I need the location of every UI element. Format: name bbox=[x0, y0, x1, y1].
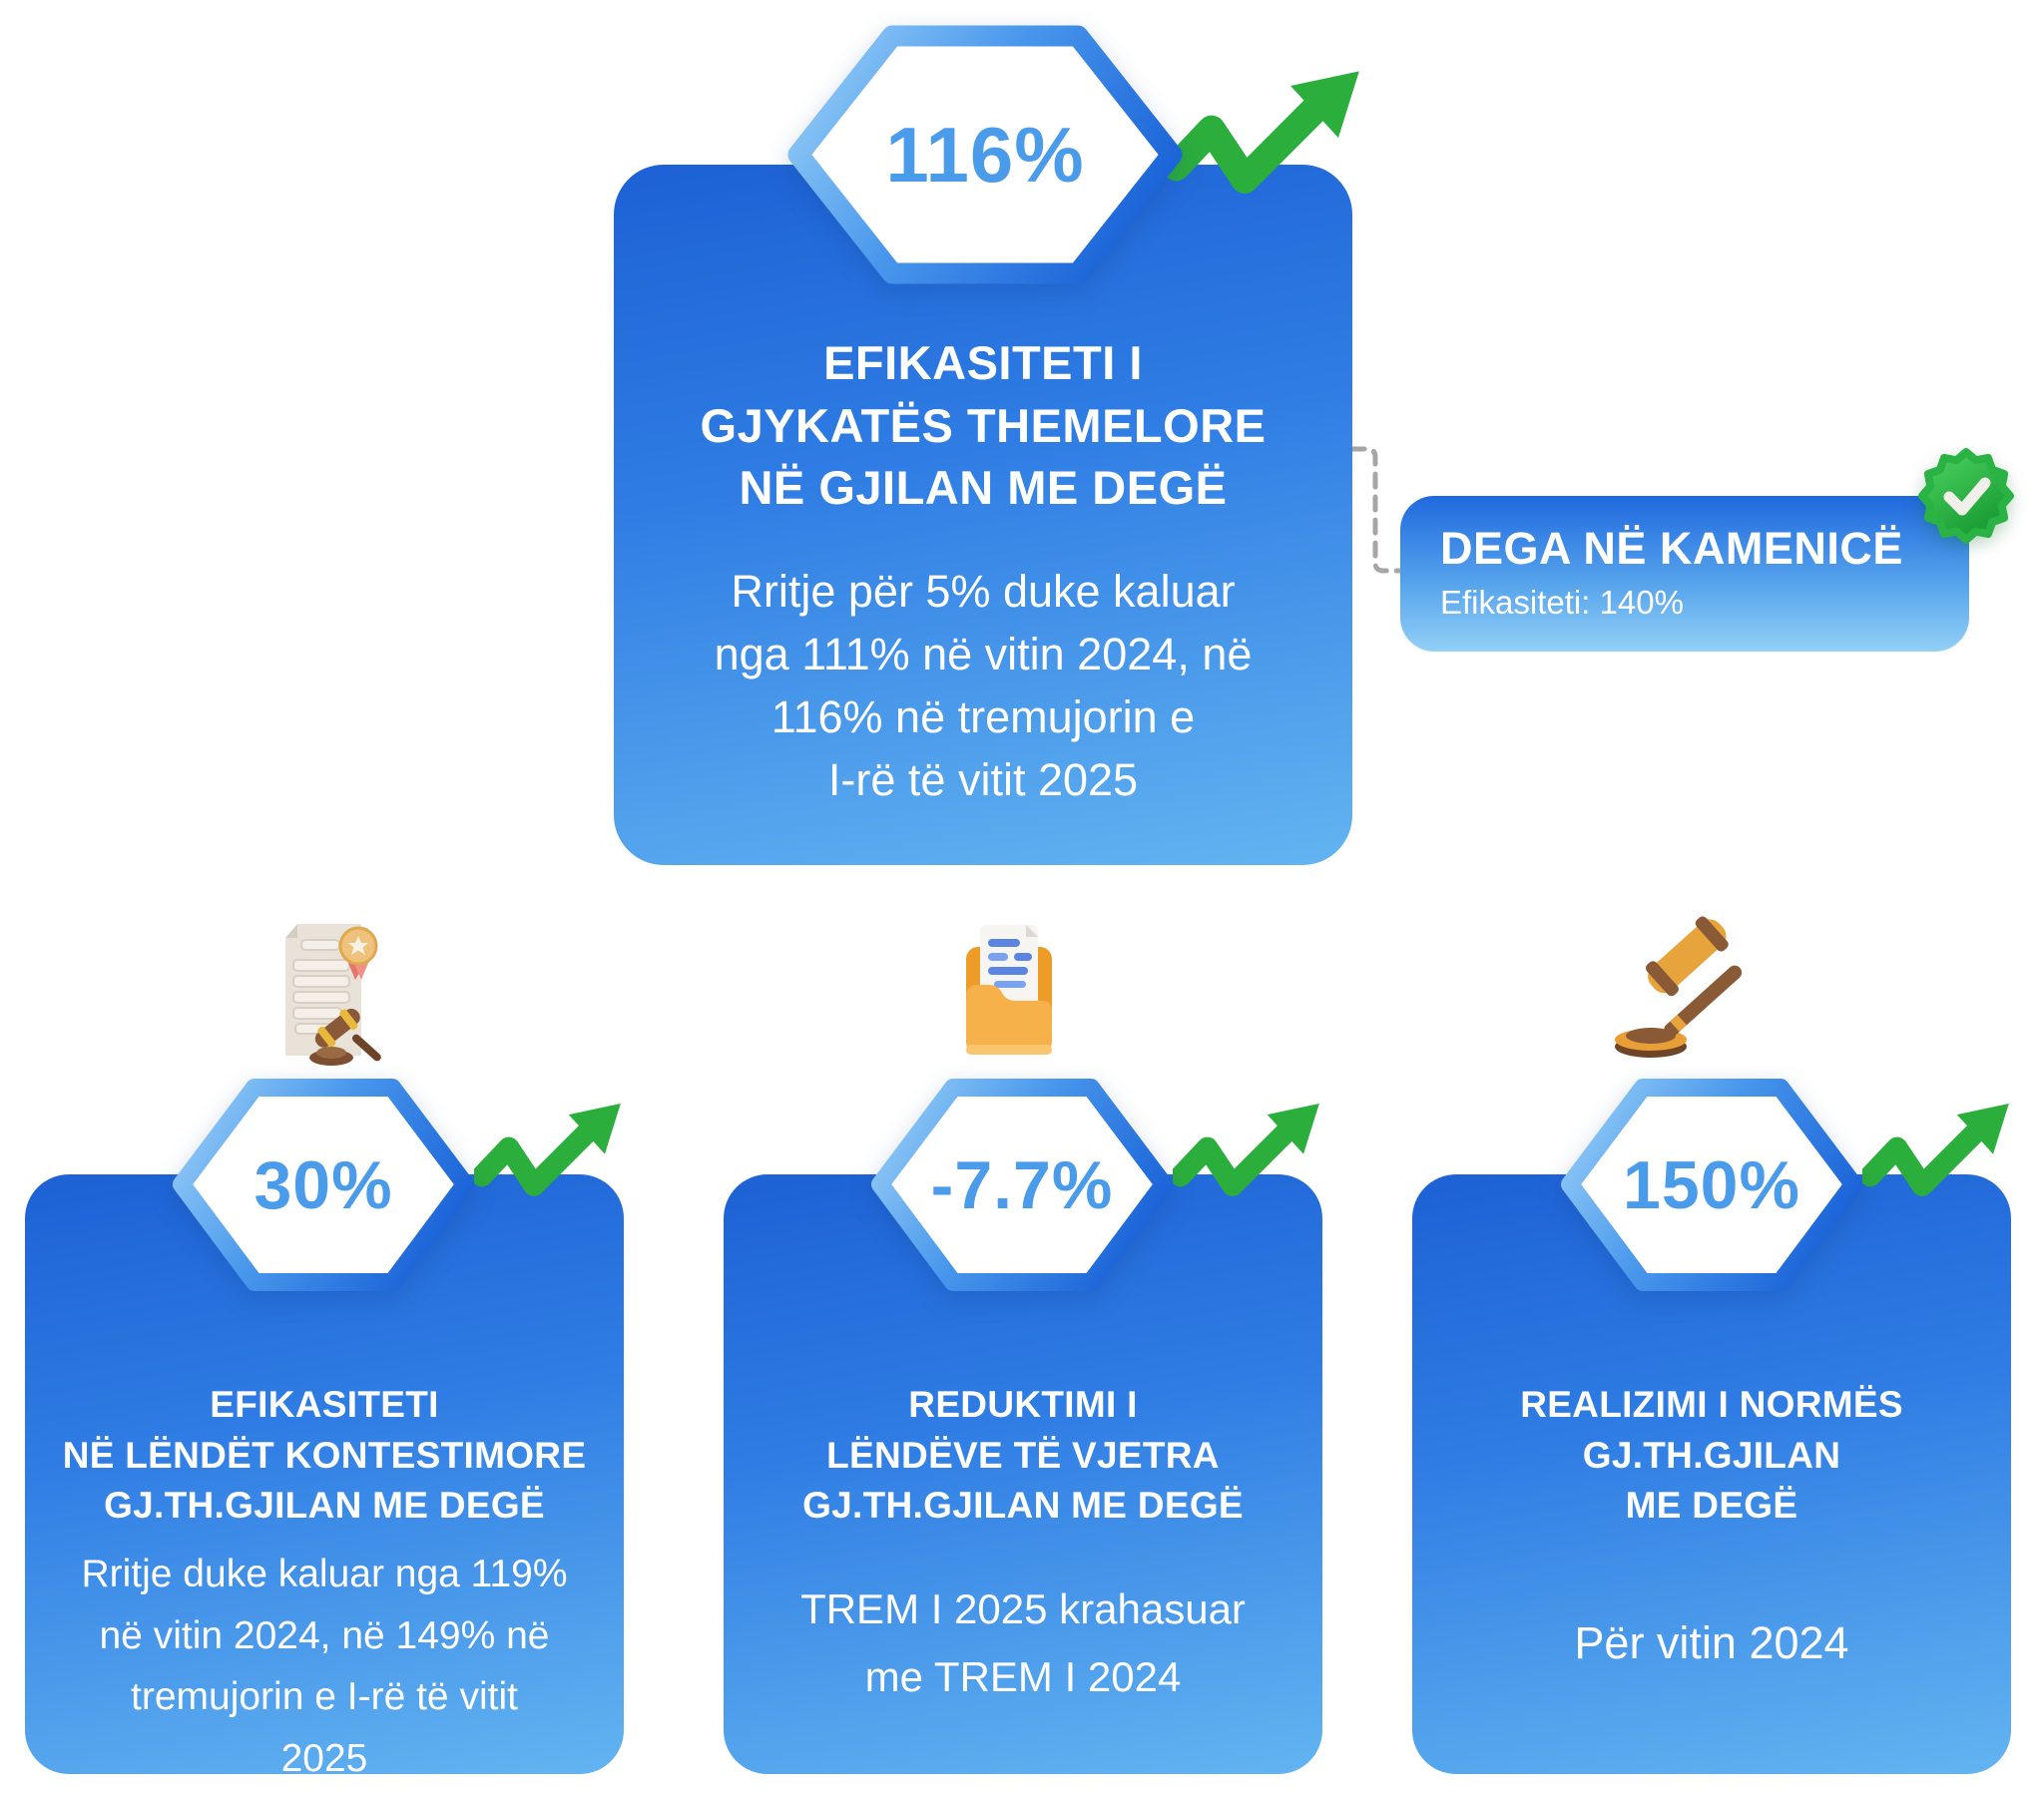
branch-card-title: DEGA NË KAMENICË bbox=[1440, 523, 1903, 574]
main-card-title: EFIKASITETI I GJYKATËS THEMELORE NË GJIL… bbox=[700, 336, 1267, 514]
growth-arrow-icon bbox=[474, 1095, 624, 1210]
growth-arrow-icon bbox=[1862, 1095, 2012, 1210]
stat-percentage-value: -7.7% bbox=[930, 1146, 1114, 1223]
stat-card-body: TREM I 2025 krahasuar me TREM I 2024 bbox=[800, 1585, 1246, 1701]
stat-percentage-value: 150% bbox=[1623, 1146, 1800, 1223]
growth-arrow-icon bbox=[1166, 60, 1363, 212]
branch-kamenica-card: DEGA NË KAMENICË Efikasiteti: 140% bbox=[1400, 496, 1969, 652]
main-percentage-badge: 116% bbox=[787, 22, 1183, 287]
growth-arrow-icon bbox=[1173, 1095, 1322, 1210]
main-percentage-value: 116% bbox=[885, 110, 1085, 199]
hexagon-shape bbox=[787, 25, 1183, 284]
certificate-gavel-icon bbox=[261, 916, 389, 1070]
main-efficiency-card: EFIKASITETI I GJYKATËS THEMELORE NË GJIL… bbox=[614, 165, 1352, 865]
branch-card-subtitle: Efikasiteti: 140% bbox=[1440, 584, 1684, 621]
stat-card-title: EFIKASITETI NË LËNDËT KONTESTIMORE GJ.TH… bbox=[62, 1384, 587, 1527]
stat-card-title: REALIZIMI I NORMËS GJ.TH.GJILAN ME DEGË bbox=[1520, 1384, 1903, 1527]
stat-card-title: REDUKTIMI I LËNDËVE TË VJETRA GJ.TH.GJIL… bbox=[802, 1384, 1244, 1527]
stat-card-body: Rritje duke kaluar nga 119% në vitin 202… bbox=[81, 1553, 568, 1780]
main-card-body: Rritje për 5% duke kaluar nga 111% në vi… bbox=[714, 565, 1253, 805]
verified-check-badge bbox=[1918, 448, 2014, 544]
stat-percentage-badge: 150% bbox=[1561, 1076, 1862, 1294]
check-icon bbox=[1943, 477, 1991, 516]
stat-card-body: Për vitin 2024 bbox=[1574, 1617, 1849, 1669]
stat-percentage-value: 30% bbox=[254, 1146, 393, 1223]
stat-percentage-badge: -7.7% bbox=[871, 1076, 1173, 1294]
stat-percentage-badge: 30% bbox=[173, 1076, 474, 1294]
dashed-connector-line bbox=[1348, 446, 1412, 574]
gavel-icon bbox=[1609, 914, 1745, 1064]
folder-documents-icon bbox=[956, 919, 1062, 1061]
